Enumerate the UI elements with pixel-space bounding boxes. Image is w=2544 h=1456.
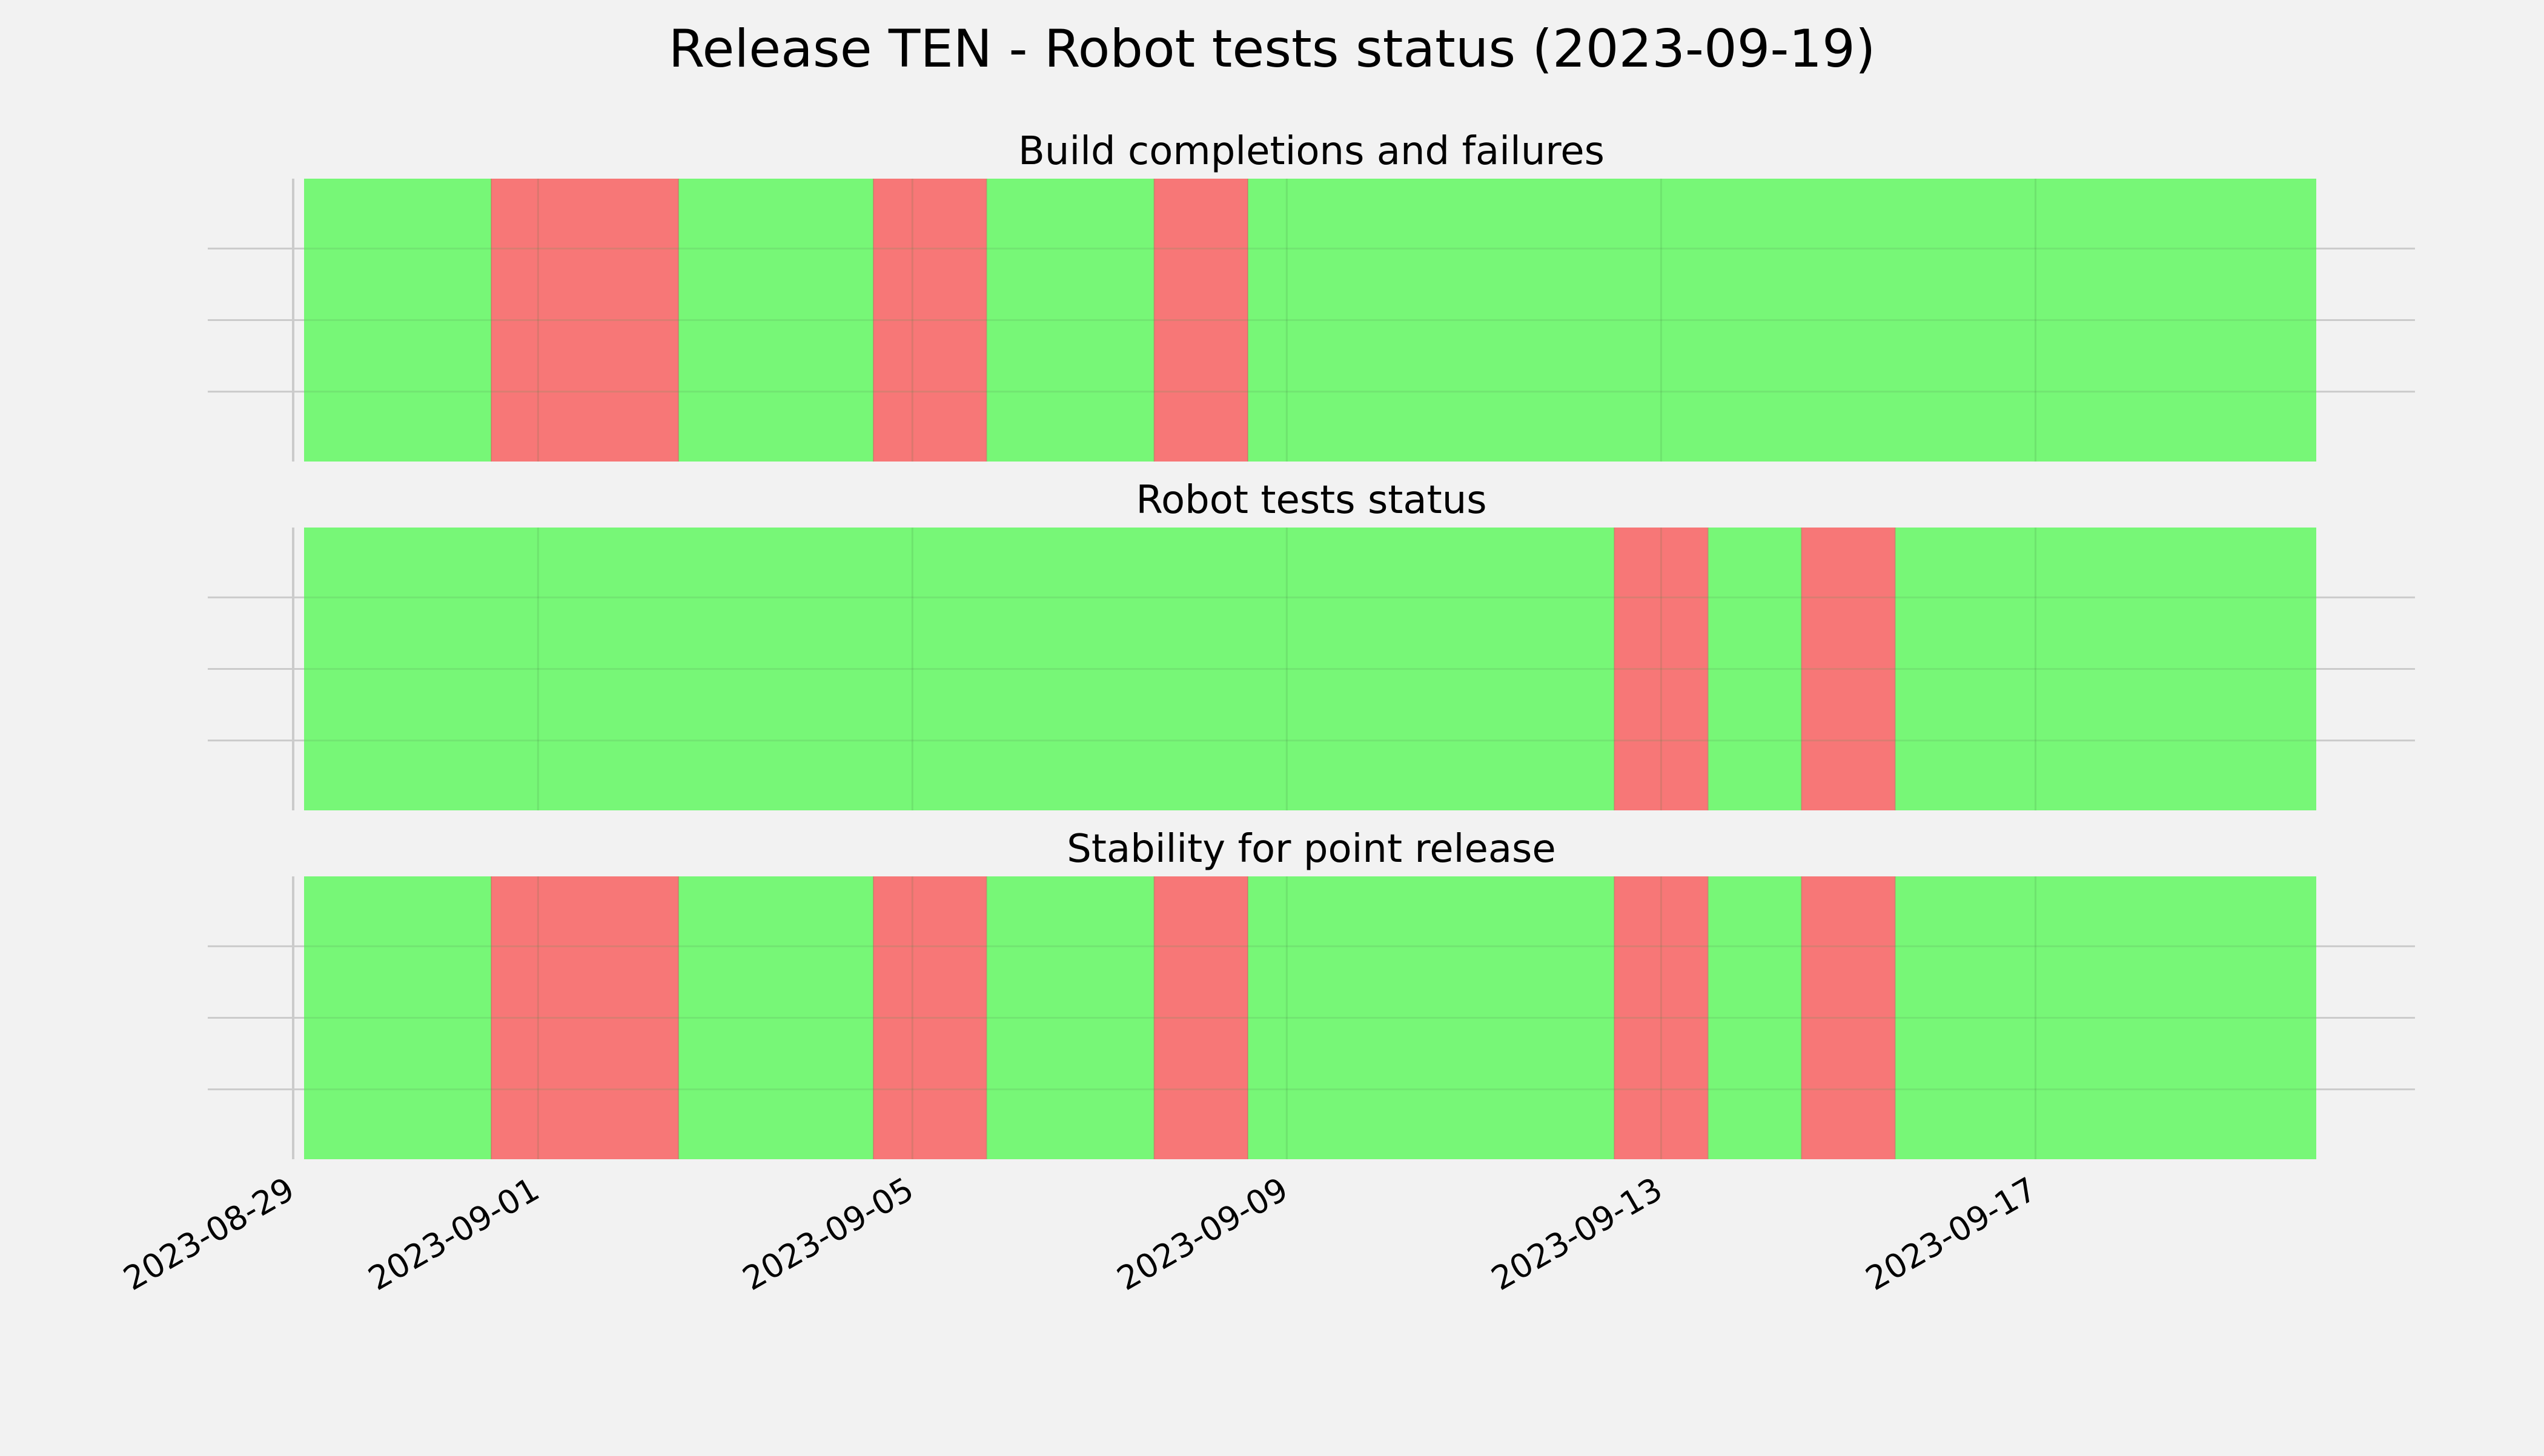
status-segment-pass bbox=[986, 876, 1154, 1159]
status-segment-pass bbox=[304, 179, 492, 462]
status-segment-pass bbox=[678, 876, 873, 1159]
status-segment-pass bbox=[1247, 179, 2316, 462]
chart-title: Release TEN - Robot tests status (2023-0… bbox=[669, 19, 1876, 79]
panels-layer: Build completions and failures Robot test… bbox=[208, 129, 2415, 1159]
status-segment-fail bbox=[873, 876, 987, 1159]
status-segment-pass bbox=[986, 179, 1154, 462]
status-segment-pass bbox=[304, 528, 1615, 810]
panel-2: Robot tests status bbox=[208, 478, 2415, 810]
status-segment-fail bbox=[1614, 876, 1708, 1159]
status-segment-fail bbox=[873, 179, 987, 462]
status-segment-fail bbox=[1614, 528, 1708, 810]
status-segment-pass bbox=[1895, 528, 2316, 810]
panel-3: Stability for point release bbox=[208, 827, 2415, 1159]
status-segment-pass bbox=[304, 876, 492, 1159]
status-segment-pass bbox=[678, 179, 873, 462]
status-segment-pass bbox=[1708, 528, 1802, 810]
status-segment-fail bbox=[1801, 528, 1895, 810]
status-segment-fail bbox=[491, 179, 679, 462]
status-segment-pass bbox=[1895, 876, 2316, 1159]
panel-1: Build completions and failures bbox=[208, 129, 2415, 462]
status-segment-pass bbox=[1247, 876, 1615, 1159]
status-segment-fail bbox=[491, 876, 679, 1159]
panel-title: Build completions and failures bbox=[1018, 129, 1605, 174]
status-segment-pass bbox=[1708, 876, 1802, 1159]
status-segment-fail bbox=[1801, 876, 1895, 1159]
status-segment-fail bbox=[1154, 876, 1248, 1159]
status-segment-fail bbox=[1154, 179, 1248, 462]
panel-title: Robot tests status bbox=[1136, 478, 1486, 523]
panel-title: Stability for point release bbox=[1067, 827, 1556, 872]
